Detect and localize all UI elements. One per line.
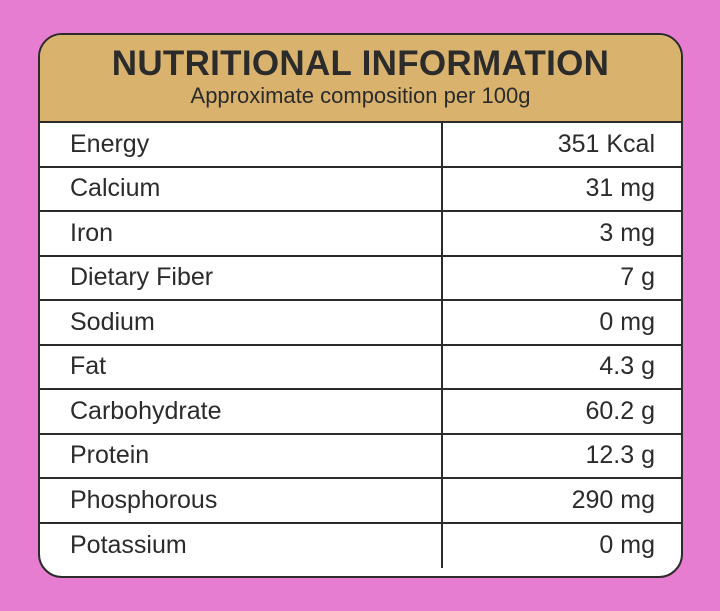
nutrient-value: 7 g bbox=[620, 263, 655, 292]
table-row: Calcium 31 mg bbox=[40, 167, 681, 212]
nutrient-name: Energy bbox=[40, 123, 443, 166]
nutrient-name: Protein bbox=[40, 434, 443, 477]
nutrient-name: Iron bbox=[40, 212, 443, 255]
nutrient-name: Potassium bbox=[40, 523, 443, 568]
nutrition-card: NUTRITIONAL INFORMATION Approximate comp… bbox=[38, 33, 683, 578]
table-row: Dietary Fiber 7 g bbox=[40, 256, 681, 301]
title: NUTRITIONAL INFORMATION bbox=[111, 44, 610, 83]
table-row: Phosphorous 290 mg bbox=[40, 479, 681, 524]
nutrient-name: Calcium bbox=[40, 167, 443, 210]
nutrient-value: 12.3 g bbox=[585, 441, 655, 470]
nutrient-name: Fat bbox=[40, 345, 443, 388]
nutrient-value: 0 mg bbox=[599, 307, 655, 336]
nutrient-name: Phosphorous bbox=[40, 479, 443, 522]
nutrient-value: 290 mg bbox=[571, 485, 655, 514]
table-row: Protein 12.3 g bbox=[40, 434, 681, 479]
table: Energy 351 Kcal Calcium 31 mg Iron 3 mg Dietar… bbox=[40, 123, 681, 568]
nutrient-value: 351 Kcal bbox=[557, 129, 655, 158]
table-row: Energy 351 Kcal bbox=[40, 123, 681, 168]
nutrient-name: Carbohydrate bbox=[40, 390, 443, 433]
table-row: Fat 4.3 g bbox=[40, 345, 681, 390]
nutrient-value: 31 mg bbox=[585, 174, 655, 203]
nutrient-value: 60.2 g bbox=[585, 396, 655, 425]
table-row: Iron 3 mg bbox=[40, 212, 681, 257]
subtitle: Approximate composition per 100g bbox=[190, 83, 531, 108]
nutrient-value: 0 mg bbox=[599, 531, 655, 560]
nutrient-value: 3 mg bbox=[599, 218, 655, 247]
table-row: Potassium 0 mg bbox=[40, 523, 681, 568]
nutrient-name: Sodium bbox=[40, 301, 443, 344]
header: NUTRITIONAL INFORMATION Approximate comp… bbox=[40, 35, 681, 123]
nutrient-value: 4.3 g bbox=[599, 352, 655, 381]
table-row: Carbohydrate 60.2 g bbox=[40, 390, 681, 435]
nutrient-name: Dietary Fiber bbox=[40, 256, 443, 299]
table-row: Sodium 0 mg bbox=[40, 301, 681, 346]
